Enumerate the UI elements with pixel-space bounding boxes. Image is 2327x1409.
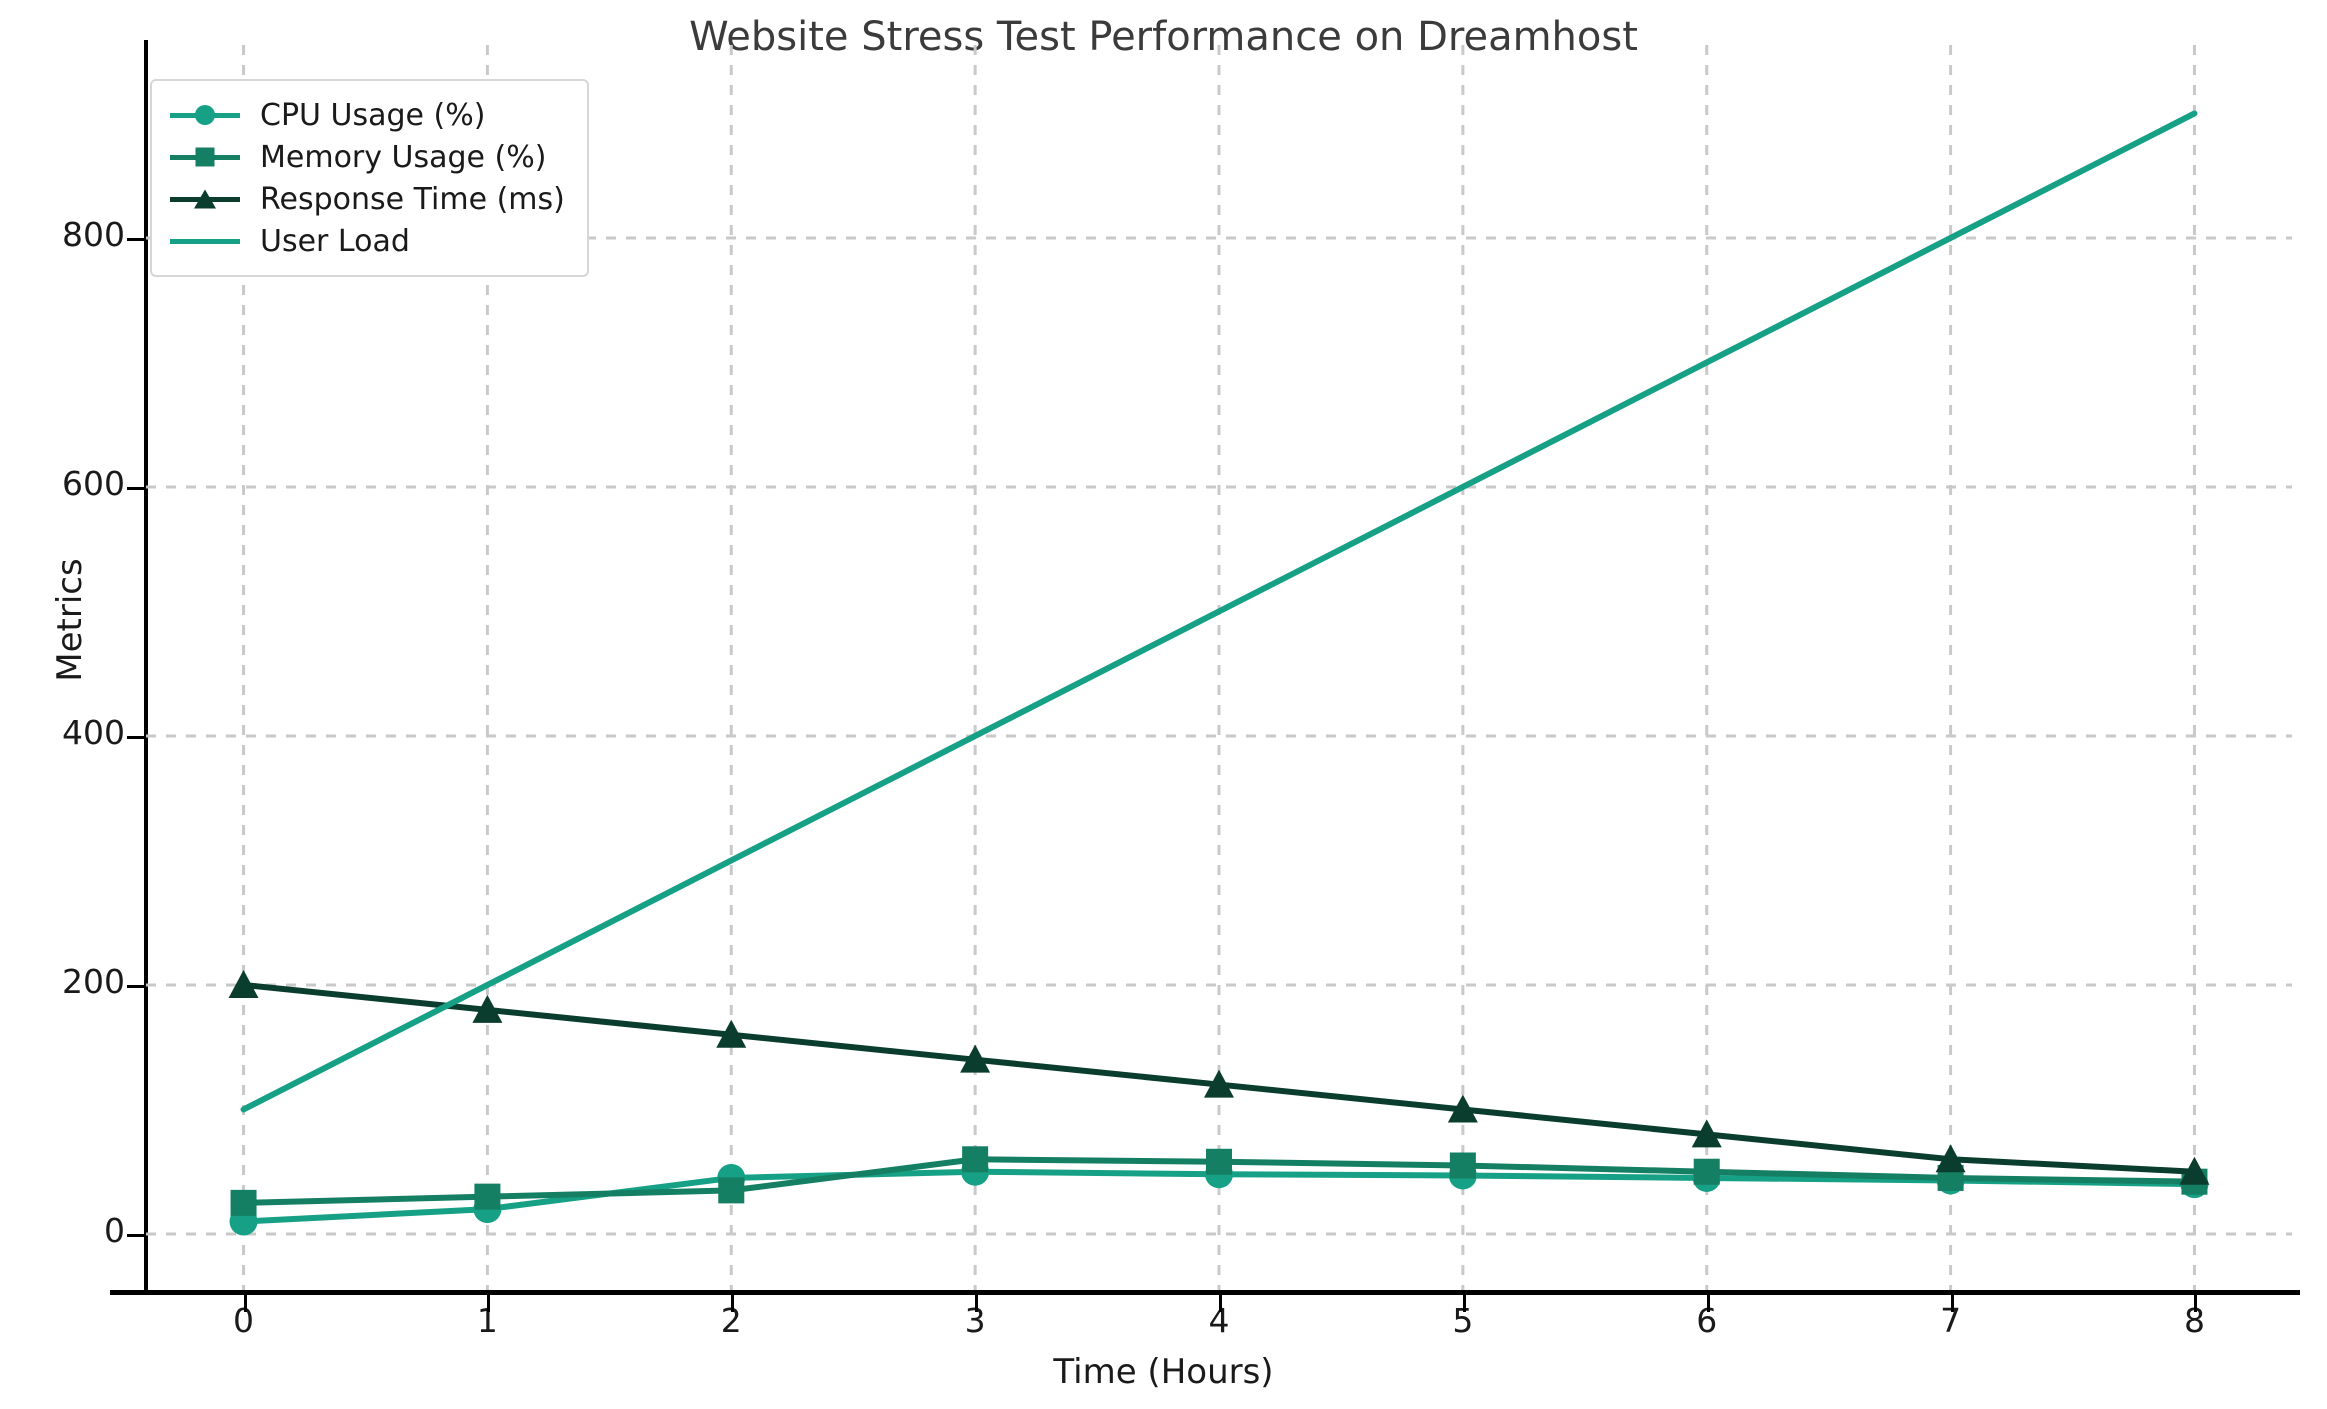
legend-swatch bbox=[166, 178, 244, 220]
data-point bbox=[228, 969, 259, 998]
data-point bbox=[718, 1177, 745, 1204]
circle-marker-icon bbox=[195, 105, 215, 125]
x-tick-mark bbox=[731, 1295, 735, 1312]
plot-area bbox=[146, 45, 2292, 1290]
data-point bbox=[2179, 1156, 2210, 1185]
y-tick-label: 600 bbox=[62, 463, 125, 503]
y-tick-mark bbox=[127, 735, 145, 739]
y-tick-label: 400 bbox=[62, 712, 125, 752]
data-point bbox=[472, 994, 503, 1023]
x-axis-spine bbox=[110, 1290, 2300, 1295]
legend-item-0[interactable]: CPU Usage (%) bbox=[166, 94, 565, 136]
x-axis-label: Time (Hours) bbox=[1053, 1352, 1274, 1392]
x-tick-mark bbox=[1950, 1295, 1954, 1312]
x-tick-label: 6 bbox=[1696, 1301, 1718, 1340]
data-point bbox=[1447, 1094, 1478, 1123]
y-axis-label: Metrics bbox=[50, 558, 90, 682]
y-axis-spine bbox=[144, 40, 148, 1294]
data-point bbox=[1204, 1069, 1234, 1098]
data-point bbox=[1449, 1152, 1476, 1179]
y-tick-label: 800 bbox=[62, 214, 125, 254]
y-tick-label: 0 bbox=[104, 1210, 125, 1250]
legend-line bbox=[170, 239, 240, 244]
legend-label: Response Time (ms) bbox=[260, 181, 565, 217]
x-tick-label: 8 bbox=[2183, 1301, 2205, 1340]
x-tick-mark bbox=[1706, 1295, 1710, 1312]
legend-item-3[interactable]: User Load bbox=[166, 220, 565, 262]
x-tick-label: 0 bbox=[233, 1301, 255, 1340]
legend-item-1[interactable]: Memory Usage (%) bbox=[166, 136, 565, 178]
chart-legend: CPU Usage (%) Memory Usage (%) Response Ti… bbox=[150, 79, 589, 277]
x-tick-mark bbox=[1462, 1295, 1466, 1312]
data-point bbox=[1935, 1144, 1966, 1173]
x-tick-mark bbox=[975, 1295, 979, 1312]
x-tick-mark bbox=[2194, 1295, 2198, 1312]
x-tick-mark bbox=[487, 1295, 491, 1312]
legend-item-2[interactable]: Response Time (ms) bbox=[166, 178, 565, 220]
data-point bbox=[1206, 1148, 1232, 1175]
page-title: Website Stress Test Performance on Dream… bbox=[689, 14, 1638, 60]
y-tick-mark bbox=[127, 237, 145, 241]
y-tick-mark bbox=[127, 486, 145, 490]
legend-label: User Load bbox=[260, 223, 410, 259]
y-tick-label: 200 bbox=[62, 961, 125, 1001]
x-tick-label: 2 bbox=[720, 1301, 742, 1340]
y-tick-mark bbox=[127, 984, 145, 988]
x-tick-mark bbox=[1219, 1295, 1222, 1312]
legend-swatch bbox=[166, 136, 244, 178]
data-point bbox=[230, 1189, 257, 1216]
legend-swatch bbox=[166, 220, 244, 262]
data-point bbox=[1693, 1158, 1720, 1185]
data-point bbox=[716, 1019, 747, 1048]
x-tick-label: 5 bbox=[1452, 1301, 1474, 1340]
x-tick-mark bbox=[243, 1295, 247, 1312]
x-tick-label: 3 bbox=[964, 1301, 986, 1340]
x-tick-label: 7 bbox=[1940, 1301, 1962, 1340]
data-point bbox=[474, 1183, 501, 1210]
series-line-3 bbox=[240, 110, 2198, 1113]
data-point bbox=[962, 1146, 989, 1173]
legend-label: Memory Usage (%) bbox=[260, 139, 547, 175]
x-tick-label: 1 bbox=[476, 1301, 498, 1340]
x-tick-label: 4 bbox=[1208, 1301, 1230, 1340]
legend-swatch bbox=[166, 94, 244, 136]
data-point bbox=[960, 1044, 991, 1073]
chart-canvas bbox=[146, 45, 2292, 1290]
triangle-marker-icon bbox=[194, 189, 216, 209]
legend-label: CPU Usage (%) bbox=[260, 97, 486, 133]
square-marker-icon bbox=[195, 147, 215, 167]
y-tick-mark bbox=[127, 1233, 145, 1237]
data-point bbox=[1691, 1119, 1722, 1148]
